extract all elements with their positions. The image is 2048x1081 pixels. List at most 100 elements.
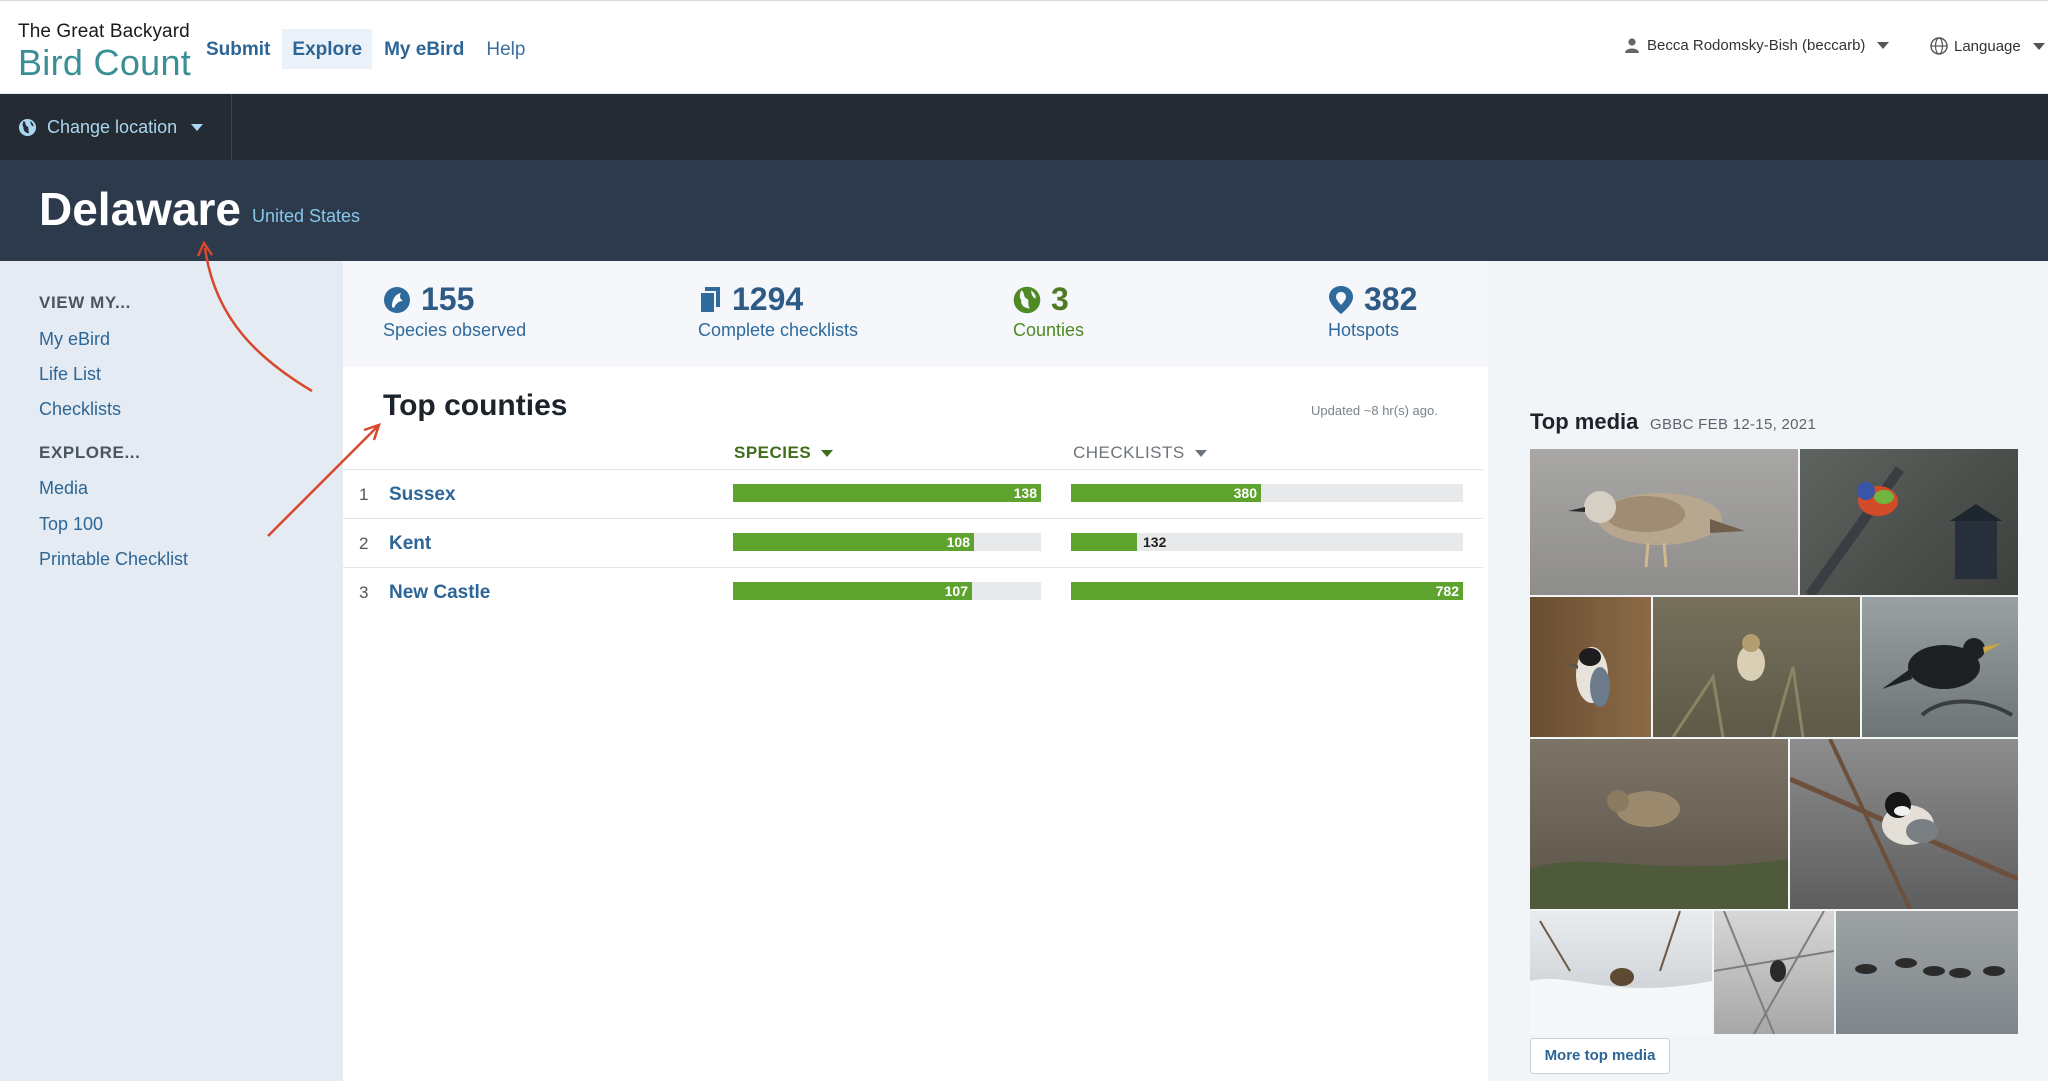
chickadee-image (1790, 739, 2018, 909)
species-icon (384, 286, 410, 313)
sidebar-link-checklists[interactable]: Checklists (39, 399, 122, 419)
ducks-image (1855, 958, 2005, 978)
county-name-link[interactable]: Sussex (389, 484, 456, 505)
stats-bar: 155 Species observed 1294 Complete check… (343, 261, 1488, 367)
species-count: 155 (421, 281, 475, 317)
county-rank: 2 (359, 534, 369, 553)
checklists-bar-fill (1071, 484, 1261, 502)
stat-counties[interactable]: 3 Counties (1013, 281, 1084, 341)
species-bar: 108 (733, 533, 1041, 551)
photo-chickadee[interactable] (1790, 739, 2018, 909)
county-rank: 3 (359, 583, 369, 602)
user-menu[interactable]: Becca Rodomsky-Bish (beccarb) (1625, 37, 1890, 54)
region-country-link[interactable]: United States (252, 206, 361, 226)
checklists-value: 132 (1143, 534, 1167, 550)
checklists-value: 782 (1435, 583, 1459, 599)
updated-timestamp: Updated ~8 hr(s) ago. (1311, 403, 1438, 418)
checklists-count: 1294 (732, 281, 804, 317)
top-counties-title: Top counties (383, 389, 568, 422)
species-bar-fill (733, 582, 972, 600)
species-value: 138 (1013, 485, 1037, 501)
region-title: Delaware (39, 183, 242, 235)
nav-help[interactable]: Help (486, 39, 526, 60)
bunting-image (1805, 466, 2002, 595)
photo-painted-bunting[interactable] (1800, 449, 2018, 595)
snow-bird-image (1530, 911, 1712, 1034)
chevron-down-icon (1877, 42, 1890, 49)
sidebar-link-top-100[interactable]: Top 100 (39, 514, 104, 534)
top-media-title: Top media (1530, 409, 1639, 434)
hotspot-pin-icon (1329, 285, 1353, 314)
checklist-icon (699, 286, 720, 314)
photo-nuthatch[interactable] (1530, 597, 1651, 737)
photo-sparrow[interactable] (1653, 597, 1860, 737)
county-row: 1 Sussex 138 380 (343, 469, 1483, 517)
photo-song-sparrow[interactable] (1530, 739, 1788, 909)
species-bar-fill (733, 484, 1041, 502)
globe-icon (1930, 37, 1948, 55)
sparrow-image (1671, 634, 1805, 737)
sort-by-checklists[interactable]: CHECKLISTS (1073, 443, 1207, 463)
song-sparrow-image (1530, 790, 1788, 909)
photo-snow-bird[interactable] (1530, 911, 1712, 1034)
starling-image (1882, 638, 2014, 717)
stat-hotspots[interactable]: 382 Hotspots (1328, 281, 1417, 341)
checklists-bar: 132 (1071, 533, 1463, 551)
photo-gull[interactable] (1530, 449, 1798, 595)
top-counties-panel: Top counties Updated ~8 hr(s) ago. SPECI… (343, 367, 1488, 1081)
county-row: 3 New Castle 107 782 (343, 567, 1483, 615)
species-label: Species observed (383, 320, 527, 340)
checklists-bar: 782 (1071, 582, 1463, 600)
county-name-link[interactable]: New Castle (389, 582, 491, 603)
species-value: 107 (944, 583, 968, 599)
nuthatch-image (1566, 647, 1610, 707)
county-rank: 1 (359, 485, 369, 504)
main-nav: Submit Explore My eBird Help (196, 29, 537, 69)
region-header: Delaware United States (0, 160, 2048, 261)
language-menu[interactable]: Language (1930, 37, 2045, 55)
sort-down-icon (821, 449, 834, 457)
photo-starling[interactable] (1862, 597, 2018, 737)
logo-text-small: The Great Backyard (18, 21, 190, 42)
checklists-label: Complete checklists (698, 320, 859, 340)
top-media-subtitle: GBBC FEB 12-15, 2021 (1650, 416, 1817, 433)
change-location-button[interactable]: Change location (0, 94, 232, 160)
stat-species[interactable]: 155 Species observed (383, 281, 526, 341)
globe-icon (18, 118, 37, 136)
language-label: Language (1954, 37, 2021, 55)
gbbc-logo[interactable]: The Great Backyard Bird Count (18, 21, 191, 81)
checklists-value: 380 (1233, 485, 1257, 501)
stat-checklists[interactable]: 1294 Complete checklists (698, 281, 858, 341)
change-location-label: Change location (47, 116, 178, 137)
nav-my-ebird[interactable]: My eBird (384, 39, 465, 60)
logo-text-big: Bird Count (18, 42, 192, 83)
hotspots-label: Hotspots (1328, 320, 1400, 340)
user-icon (1625, 38, 1639, 53)
checklists-bar: 380 (1071, 484, 1463, 502)
explore-heading: EXPLORE... (39, 443, 141, 462)
site-header: The Great Backyard Bird Count Submit Exp… (0, 0, 2048, 94)
more-top-media-button[interactable]: More top media (1530, 1038, 1670, 1074)
sidebar-link-life-list[interactable]: Life List (39, 364, 102, 384)
sidebar-link-printable-checklist[interactable]: Printable Checklist (39, 549, 189, 569)
top-media-panel: Top media GBBC FEB 12-15, 2021 (1488, 367, 2048, 1081)
checklists-column-label: CHECKLISTS (1073, 443, 1185, 462)
sort-down-icon (1194, 449, 1207, 457)
sidebar: VIEW MY... My eBird Life List Checklists… (0, 261, 343, 1081)
county-name-link[interactable]: Kent (389, 533, 432, 554)
species-value: 108 (946, 534, 970, 550)
nav-explore[interactable]: Explore (282, 29, 373, 69)
location-bar: Change location (0, 94, 2048, 160)
checklists-bar-fill (1071, 582, 1463, 600)
photo-woodpecker[interactable] (1714, 911, 1834, 1034)
counties-count: 3 (1051, 281, 1069, 317)
hotspots-count: 382 (1364, 281, 1418, 317)
species-column-label: SPECIES (734, 443, 812, 462)
nav-submit[interactable]: Submit (206, 39, 271, 60)
sidebar-link-media[interactable]: Media (39, 478, 89, 498)
photo-ducks[interactable] (1836, 911, 2018, 1034)
checklists-bar-fill (1071, 533, 1137, 551)
sort-by-species[interactable]: SPECIES (734, 443, 834, 463)
species-bar: 107 (733, 582, 1041, 600)
sidebar-link-my-ebird[interactable]: My eBird (39, 329, 111, 349)
